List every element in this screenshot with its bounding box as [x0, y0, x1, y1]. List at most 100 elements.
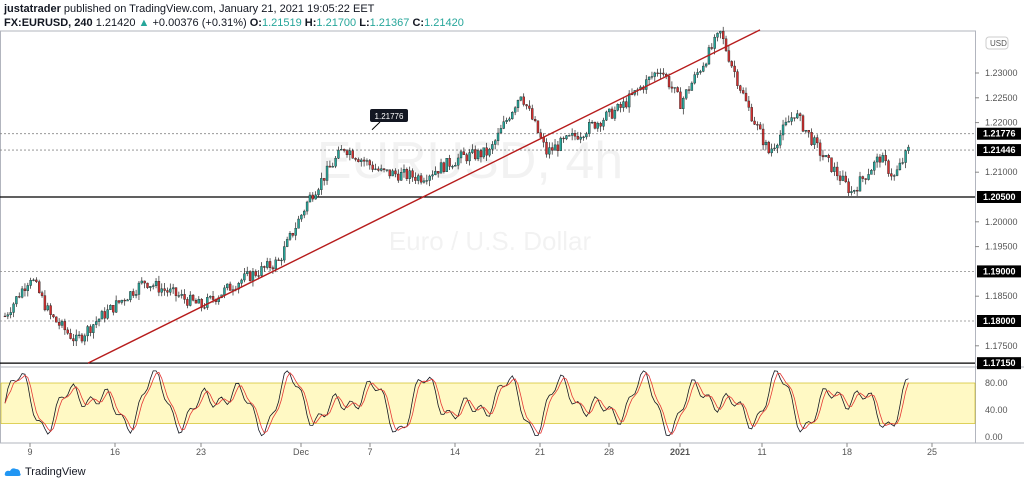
candle-body	[103, 311, 106, 319]
candle-body	[317, 189, 320, 196]
candle-body	[761, 128, 765, 146]
candle-body	[448, 158, 451, 167]
candle-body	[704, 63, 708, 67]
ohlc-legend: FX:EURUSD, 240 1.21420 ▲ +0.00376 (+0.31…	[4, 17, 464, 29]
oscillator-tick-label: 40.00	[985, 405, 1008, 415]
candle-body	[417, 175, 420, 181]
candle-body	[790, 117, 793, 122]
candle-body	[867, 174, 870, 180]
candle-body	[177, 295, 181, 297]
candle-body	[254, 271, 258, 276]
candle-body	[462, 151, 466, 155]
candle-body	[97, 318, 101, 322]
candle-body	[360, 159, 363, 162]
price-label: 1.21776	[983, 129, 1016, 139]
candle-body	[283, 246, 286, 261]
candle-body	[659, 72, 662, 75]
time-tick-label: 28	[604, 447, 614, 457]
candle-body	[875, 156, 879, 163]
candle-body	[46, 305, 49, 311]
candle-body	[9, 312, 12, 316]
candle-body	[468, 152, 471, 162]
high-value: 1.21700	[316, 17, 357, 29]
candle-body	[6, 314, 10, 317]
stochastic-d-line	[4, 371, 909, 436]
candle-body	[898, 162, 902, 171]
candle-body	[798, 113, 802, 116]
candle-body	[736, 71, 739, 86]
candle-body	[186, 299, 189, 306]
time-tick-label: 14	[450, 447, 460, 457]
candle-body	[559, 137, 562, 151]
candle-body	[619, 104, 622, 108]
candle-body	[727, 50, 731, 62]
candle-body	[106, 309, 109, 319]
candle-body	[813, 137, 816, 145]
candle-body	[248, 271, 252, 281]
price-tick-label: 1.22500	[985, 93, 1018, 103]
oscillator-band	[0, 382, 976, 424]
price-label: 1.20500	[983, 192, 1016, 202]
candle-body	[206, 297, 209, 308]
candle-body	[531, 108, 534, 120]
candle-body	[796, 113, 799, 119]
price-label-box	[977, 357, 1021, 370]
candle-body	[291, 233, 295, 236]
candle-body	[513, 107, 517, 113]
candle-body	[15, 296, 18, 305]
candle-body	[502, 121, 505, 129]
candle-body	[787, 121, 790, 123]
candle-body	[331, 166, 334, 168]
candle-body	[57, 321, 61, 326]
candle-body	[807, 129, 810, 133]
trendline	[87, 29, 761, 364]
candle-body	[844, 175, 847, 183]
candle-body	[627, 93, 631, 108]
candle-body	[371, 164, 374, 170]
candle-body	[673, 87, 676, 89]
time-tick-label: 23	[196, 447, 206, 457]
candle-body	[647, 76, 651, 80]
candle-body	[52, 314, 55, 318]
candle-body	[451, 166, 454, 168]
candle-body	[362, 159, 366, 162]
candle-body	[508, 118, 511, 121]
author[interactable]: justatrader	[4, 3, 61, 15]
price-tick-label: 1.22000	[985, 118, 1018, 128]
candle-body	[18, 296, 21, 298]
candle-body	[77, 334, 81, 336]
candle-body	[89, 326, 92, 333]
candle-body	[650, 76, 654, 78]
candle-body	[428, 175, 431, 181]
candle-body	[12, 303, 15, 313]
tradingview-logo[interactable]: TradingView	[4, 466, 86, 478]
candle-body	[300, 214, 303, 220]
candle-body	[713, 36, 716, 49]
candle-body	[75, 334, 78, 342]
publish-info: justatrader published on TradingView.com…	[4, 3, 374, 15]
candle-body	[197, 298, 201, 304]
candle-body	[499, 128, 503, 134]
candle-body	[491, 144, 494, 150]
candle-body	[174, 287, 178, 296]
candle-body	[582, 136, 585, 138]
candle-body	[137, 282, 141, 295]
candle-body	[151, 285, 155, 287]
candle-body	[211, 296, 215, 300]
time-tick-label: 25	[927, 447, 937, 457]
candle-body	[901, 162, 904, 164]
candle-body	[622, 101, 625, 108]
price-tick-label: 1.17500	[985, 341, 1018, 351]
candle-body	[251, 271, 255, 281]
candle-body	[348, 150, 352, 156]
candle-body	[511, 112, 514, 120]
price-label: 1.19000	[983, 266, 1016, 276]
candle-body	[180, 294, 183, 296]
candle-body	[656, 72, 659, 74]
candle-body	[662, 72, 665, 75]
candle-body	[585, 133, 588, 138]
candle-body	[764, 141, 768, 146]
candle-body	[277, 259, 280, 261]
oscillator-tick-label: 0.00	[985, 432, 1003, 442]
